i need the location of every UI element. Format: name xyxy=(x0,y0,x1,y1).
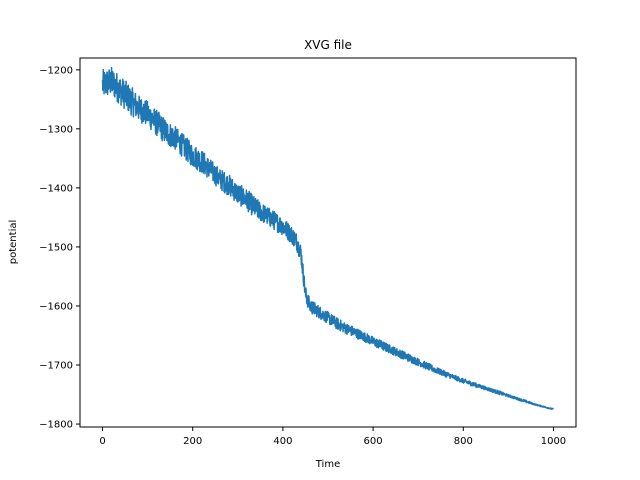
chart-title: XVG file xyxy=(304,38,352,52)
x-axis-ticks: 0 200 400 600 800 1000 xyxy=(99,427,566,447)
y-tick-label: −1700 xyxy=(39,361,73,372)
x-tick-label: 1000 xyxy=(541,436,566,447)
y-tick-label: −1600 xyxy=(39,301,73,312)
plot-area xyxy=(101,66,554,410)
x-tick-label: 400 xyxy=(273,436,292,447)
y-tick-label: −1400 xyxy=(39,183,73,194)
y-tick-label: −1800 xyxy=(39,420,73,431)
x-tick-label: 200 xyxy=(183,436,202,447)
y-tick-label: −1500 xyxy=(39,242,73,253)
y-tick-label: −1300 xyxy=(39,124,73,135)
x-axis-label: Time xyxy=(315,459,340,470)
plot-frame xyxy=(79,57,577,428)
series-line xyxy=(101,66,554,410)
x-tick-label: 600 xyxy=(364,436,383,447)
y-tick-label: −1200 xyxy=(39,65,73,76)
y-axis-label: potential xyxy=(8,220,19,264)
x-tick-label: 800 xyxy=(454,436,473,447)
y-axis-ticks: −1800 −1700 −1600 −1500 −1400 −1300 −1200 xyxy=(39,65,80,431)
x-tick-label: 0 xyxy=(99,436,105,447)
